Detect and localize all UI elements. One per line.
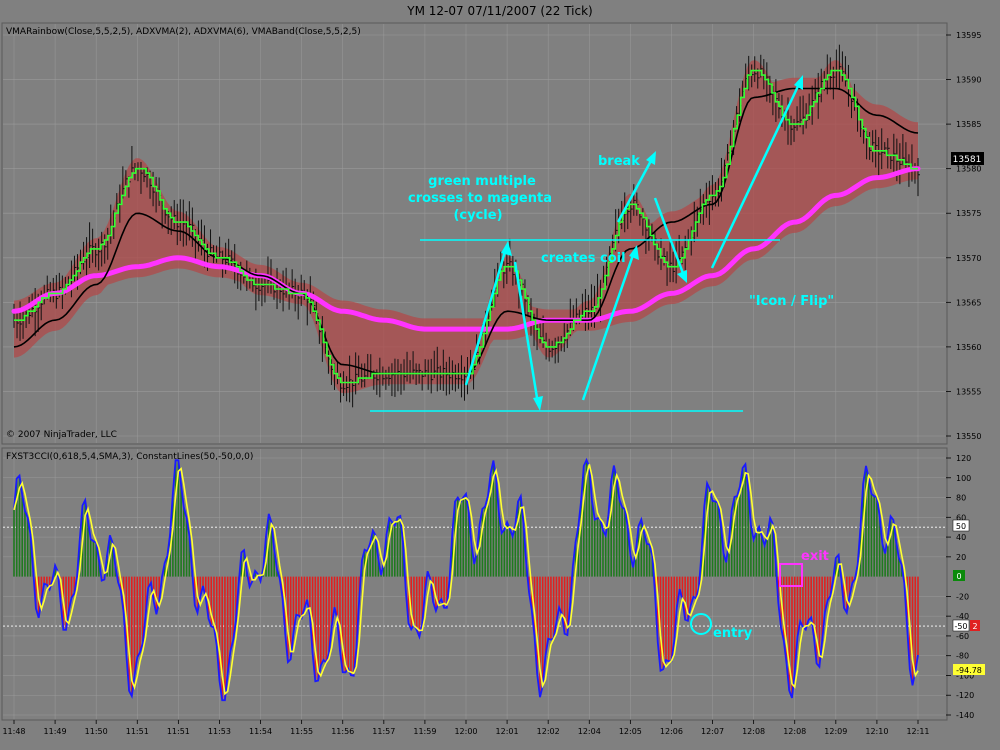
osc-tick-label: -100 [956, 671, 974, 680]
x-tick-label: 12:01 [496, 727, 519, 736]
osc-tick-label: -60 [956, 632, 969, 641]
osc-annotations: exit entry [690, 549, 829, 641]
cci-lines [13, 457, 919, 702]
x-tick-label: 11:50 [85, 727, 108, 736]
osc-tick-label: 20 [956, 553, 966, 562]
badge-minus2-box [970, 620, 980, 631]
annotation-exit: exit [801, 549, 829, 564]
annotation-green-multiple-3: (cycle) [453, 208, 502, 223]
badge-plus50: 50 [956, 522, 966, 531]
x-tick-label: 11:51 [126, 727, 149, 736]
x-tick-label: 11:51 [167, 727, 190, 736]
osc-tick-label: -80 [956, 652, 969, 661]
osc-tick-label: 100 [956, 474, 971, 483]
price-lines [11, 69, 921, 384]
badge-minus50-box [952, 619, 970, 632]
annotation-green-multiple-2: crosses to magenta [408, 191, 552, 206]
price-tick-label: 13585 [956, 120, 981, 129]
x-tick-label: 12:07 [701, 727, 724, 736]
annotation-green-multiple-1: green multiple [428, 174, 536, 189]
price-tick-label: 13595 [956, 31, 981, 40]
magenta-vma-line [11, 166, 921, 332]
last-price-label: 13581 [953, 155, 982, 165]
osc-indicator-label: FXST3CCI(0,618,5,4,SMA,3), ConstantLines… [6, 452, 253, 462]
osc-tick-label: 60 [956, 513, 966, 522]
x-tick-label: 11:55 [290, 727, 313, 736]
x-tick-label: 11:53 [208, 727, 231, 736]
price-tick-label: 13560 [956, 343, 981, 352]
time-x-axis: 11:48 11:49 11:50 11:51 11:51 11:53 11:54 11:55… [2, 720, 930, 736]
badge-last: -94.78 [956, 666, 982, 675]
copyright-text: © 2007 NinjaTrader, LLC [6, 430, 117, 440]
cycle-arrows [464, 81, 802, 405]
x-tick-label: 12:08 [783, 727, 806, 736]
x-tick-label: 12:04 [578, 727, 601, 736]
badge-zero-box [953, 570, 965, 581]
annotation-icon-flip: "Icon / Flip" [749, 294, 834, 309]
osc-tick-label: -20 [956, 592, 969, 601]
x-tick-label: 12:00 [454, 727, 477, 736]
price-tick-label: 13580 [956, 165, 981, 174]
x-tick-label: 12:05 [619, 727, 642, 736]
price-panel-frame [1, 22, 948, 445]
x-tick-label: 12:02 [537, 727, 560, 736]
price-tick-label: 13550 [956, 432, 981, 441]
last-price-badge: 13581 [951, 152, 984, 165]
entry-circle [690, 613, 712, 635]
x-tick-label: 11:56 [331, 727, 354, 736]
window-title: YM 12-07 07/11/2007 (22 Tick) [406, 4, 592, 18]
cci-histogram [13, 459, 919, 701]
price-annotations: green multiple crosses to magenta (cycle… [370, 75, 834, 412]
badge-minus2: 2 [972, 622, 977, 631]
osc-tick-label: 80 [956, 494, 966, 503]
osc-tick-label: -40 [956, 612, 969, 621]
price-tick-label: 13590 [956, 76, 981, 85]
price-tick-label: 13565 [956, 298, 981, 307]
annotation-creates-coil: creates coil [541, 251, 626, 266]
cci-blue-line [13, 457, 919, 702]
badge-minus50: -50 [954, 622, 967, 631]
x-tick-label: 11:49 [44, 727, 67, 736]
arrow-heads [501, 75, 803, 411]
x-tick-label: 12:08 [742, 727, 765, 736]
price-tick-label: 13555 [956, 387, 981, 396]
badge-last-box [953, 664, 985, 675]
x-tick-label: 12:06 [660, 727, 683, 736]
badge-plus50-box [952, 519, 970, 532]
x-tick-label: 11:54 [249, 727, 272, 736]
osc-tick-label: -120 [956, 691, 974, 700]
price-tick-label: 13570 [956, 254, 981, 263]
annotation-entry: entry [713, 626, 753, 641]
badge-zero: 0 [956, 572, 961, 581]
x-tick-label: 11:57 [372, 727, 395, 736]
price-indicator-label: VMARainbow(Close,5,5,2,5), ADXVMA(2), AD… [6, 27, 361, 37]
osc-badges: 50 0 -50 2 -94.78 [952, 519, 985, 675]
x-tick-label: 12:10 [865, 727, 888, 736]
x-tick-label: 12:09 [824, 727, 847, 736]
osc-tick-label: -140 [956, 711, 974, 720]
price-grid [3, 24, 946, 443]
annotation-break: break [598, 154, 640, 169]
price-tick-label: 13575 [956, 209, 981, 218]
x-tick-label: 11:48 [2, 727, 25, 736]
osc-tick-label: 120 [956, 454, 971, 463]
x-tick-label: 11:59 [413, 727, 436, 736]
green-adxvma-line [14, 69, 918, 384]
exit-box [779, 563, 803, 587]
osc-tick-label: 40 [956, 533, 966, 542]
cci-yellow-line [13, 464, 919, 696]
price-y-axis: 13595 13590 13585 13580 13575 13570 13565 13560… [946, 31, 981, 441]
osc-panel-frame [1, 447, 948, 721]
x-tick-label: 12:11 [906, 727, 929, 736]
